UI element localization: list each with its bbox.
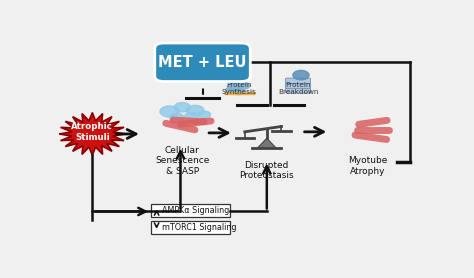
Circle shape	[238, 82, 249, 89]
Text: Protein
Breakdown: Protein Breakdown	[278, 81, 318, 95]
FancyBboxPatch shape	[285, 78, 310, 84]
Circle shape	[234, 89, 245, 95]
FancyBboxPatch shape	[285, 83, 310, 88]
Circle shape	[174, 103, 191, 112]
Text: AMPKα Signaling: AMPKα Signaling	[162, 206, 229, 215]
Text: Disrupted
Proteostasis: Disrupted Proteostasis	[239, 161, 294, 180]
FancyBboxPatch shape	[285, 88, 310, 93]
Text: MET + LEU: MET + LEU	[158, 55, 247, 70]
FancyBboxPatch shape	[151, 204, 230, 217]
Circle shape	[228, 83, 242, 91]
Circle shape	[293, 70, 309, 80]
FancyBboxPatch shape	[155, 43, 250, 81]
Circle shape	[186, 105, 204, 116]
Circle shape	[170, 113, 184, 121]
Text: Atrophic
Stimuli: Atrophic Stimuli	[72, 122, 113, 142]
Circle shape	[160, 106, 179, 117]
Polygon shape	[59, 113, 126, 155]
Text: Myotube
Atrophy: Myotube Atrophy	[348, 157, 388, 176]
Polygon shape	[257, 138, 276, 148]
Text: Protein
Synthesis: Protein Synthesis	[222, 81, 256, 95]
Text: Cellular
Senescence
& SASP: Cellular Senescence & SASP	[155, 146, 210, 176]
Circle shape	[184, 112, 199, 120]
Text: mTORC1 Signaling: mTORC1 Signaling	[162, 223, 237, 232]
FancyBboxPatch shape	[151, 221, 230, 234]
Circle shape	[198, 111, 210, 118]
Circle shape	[226, 88, 235, 93]
